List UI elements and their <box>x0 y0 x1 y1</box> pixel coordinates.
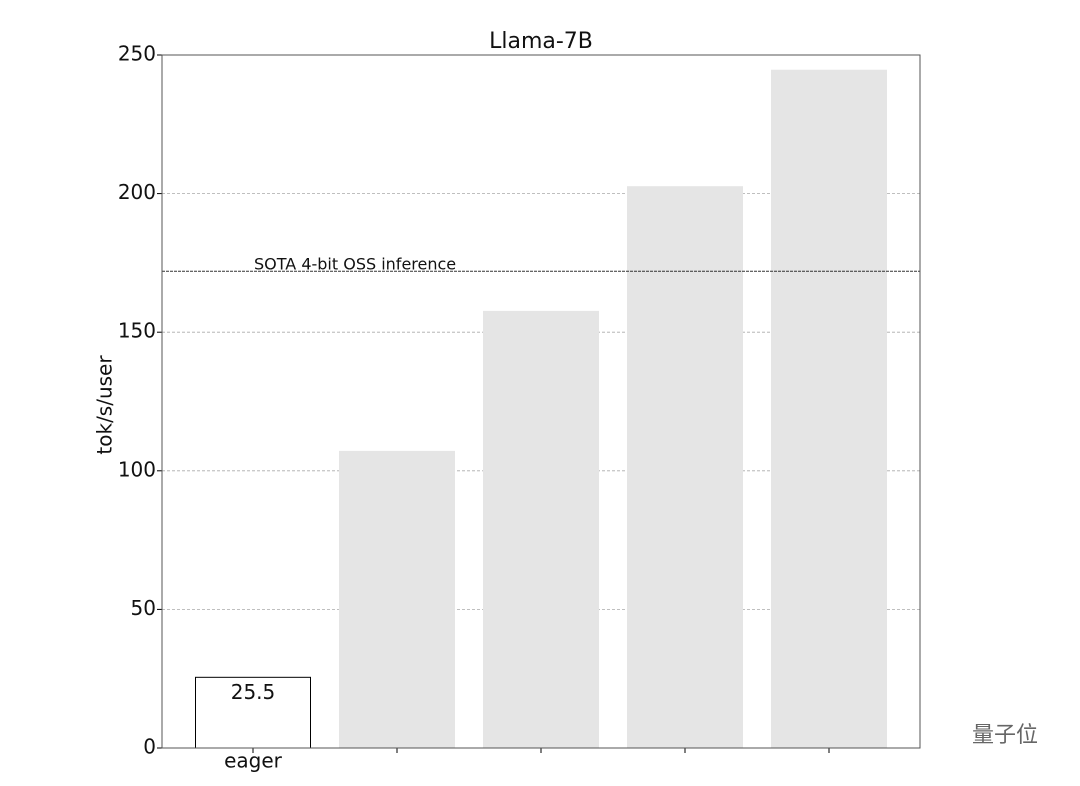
y-tick-label: 150 <box>118 319 156 343</box>
watermark: 量子位 <box>972 723 1038 748</box>
y-tick-label: 250 <box>118 42 156 66</box>
x-tick-label: eager <box>224 749 283 773</box>
bar <box>771 69 887 749</box>
bar <box>195 676 311 749</box>
y-tick-label: 100 <box>118 457 156 481</box>
chart-title: Llama-7B <box>489 29 593 54</box>
bar <box>339 450 455 749</box>
bar <box>483 310 599 749</box>
y-tick-label: 200 <box>118 180 156 204</box>
plot-frame <box>161 54 921 749</box>
y-axis-label: tok/s/user <box>93 355 117 455</box>
value-label: 25.5 <box>231 680 276 704</box>
bar <box>627 186 743 749</box>
y-tick-label: 50 <box>131 596 156 620</box>
y-tick-label: 0 <box>143 735 156 759</box>
reference-label: SOTA 4-bit OSS inference <box>254 255 456 274</box>
